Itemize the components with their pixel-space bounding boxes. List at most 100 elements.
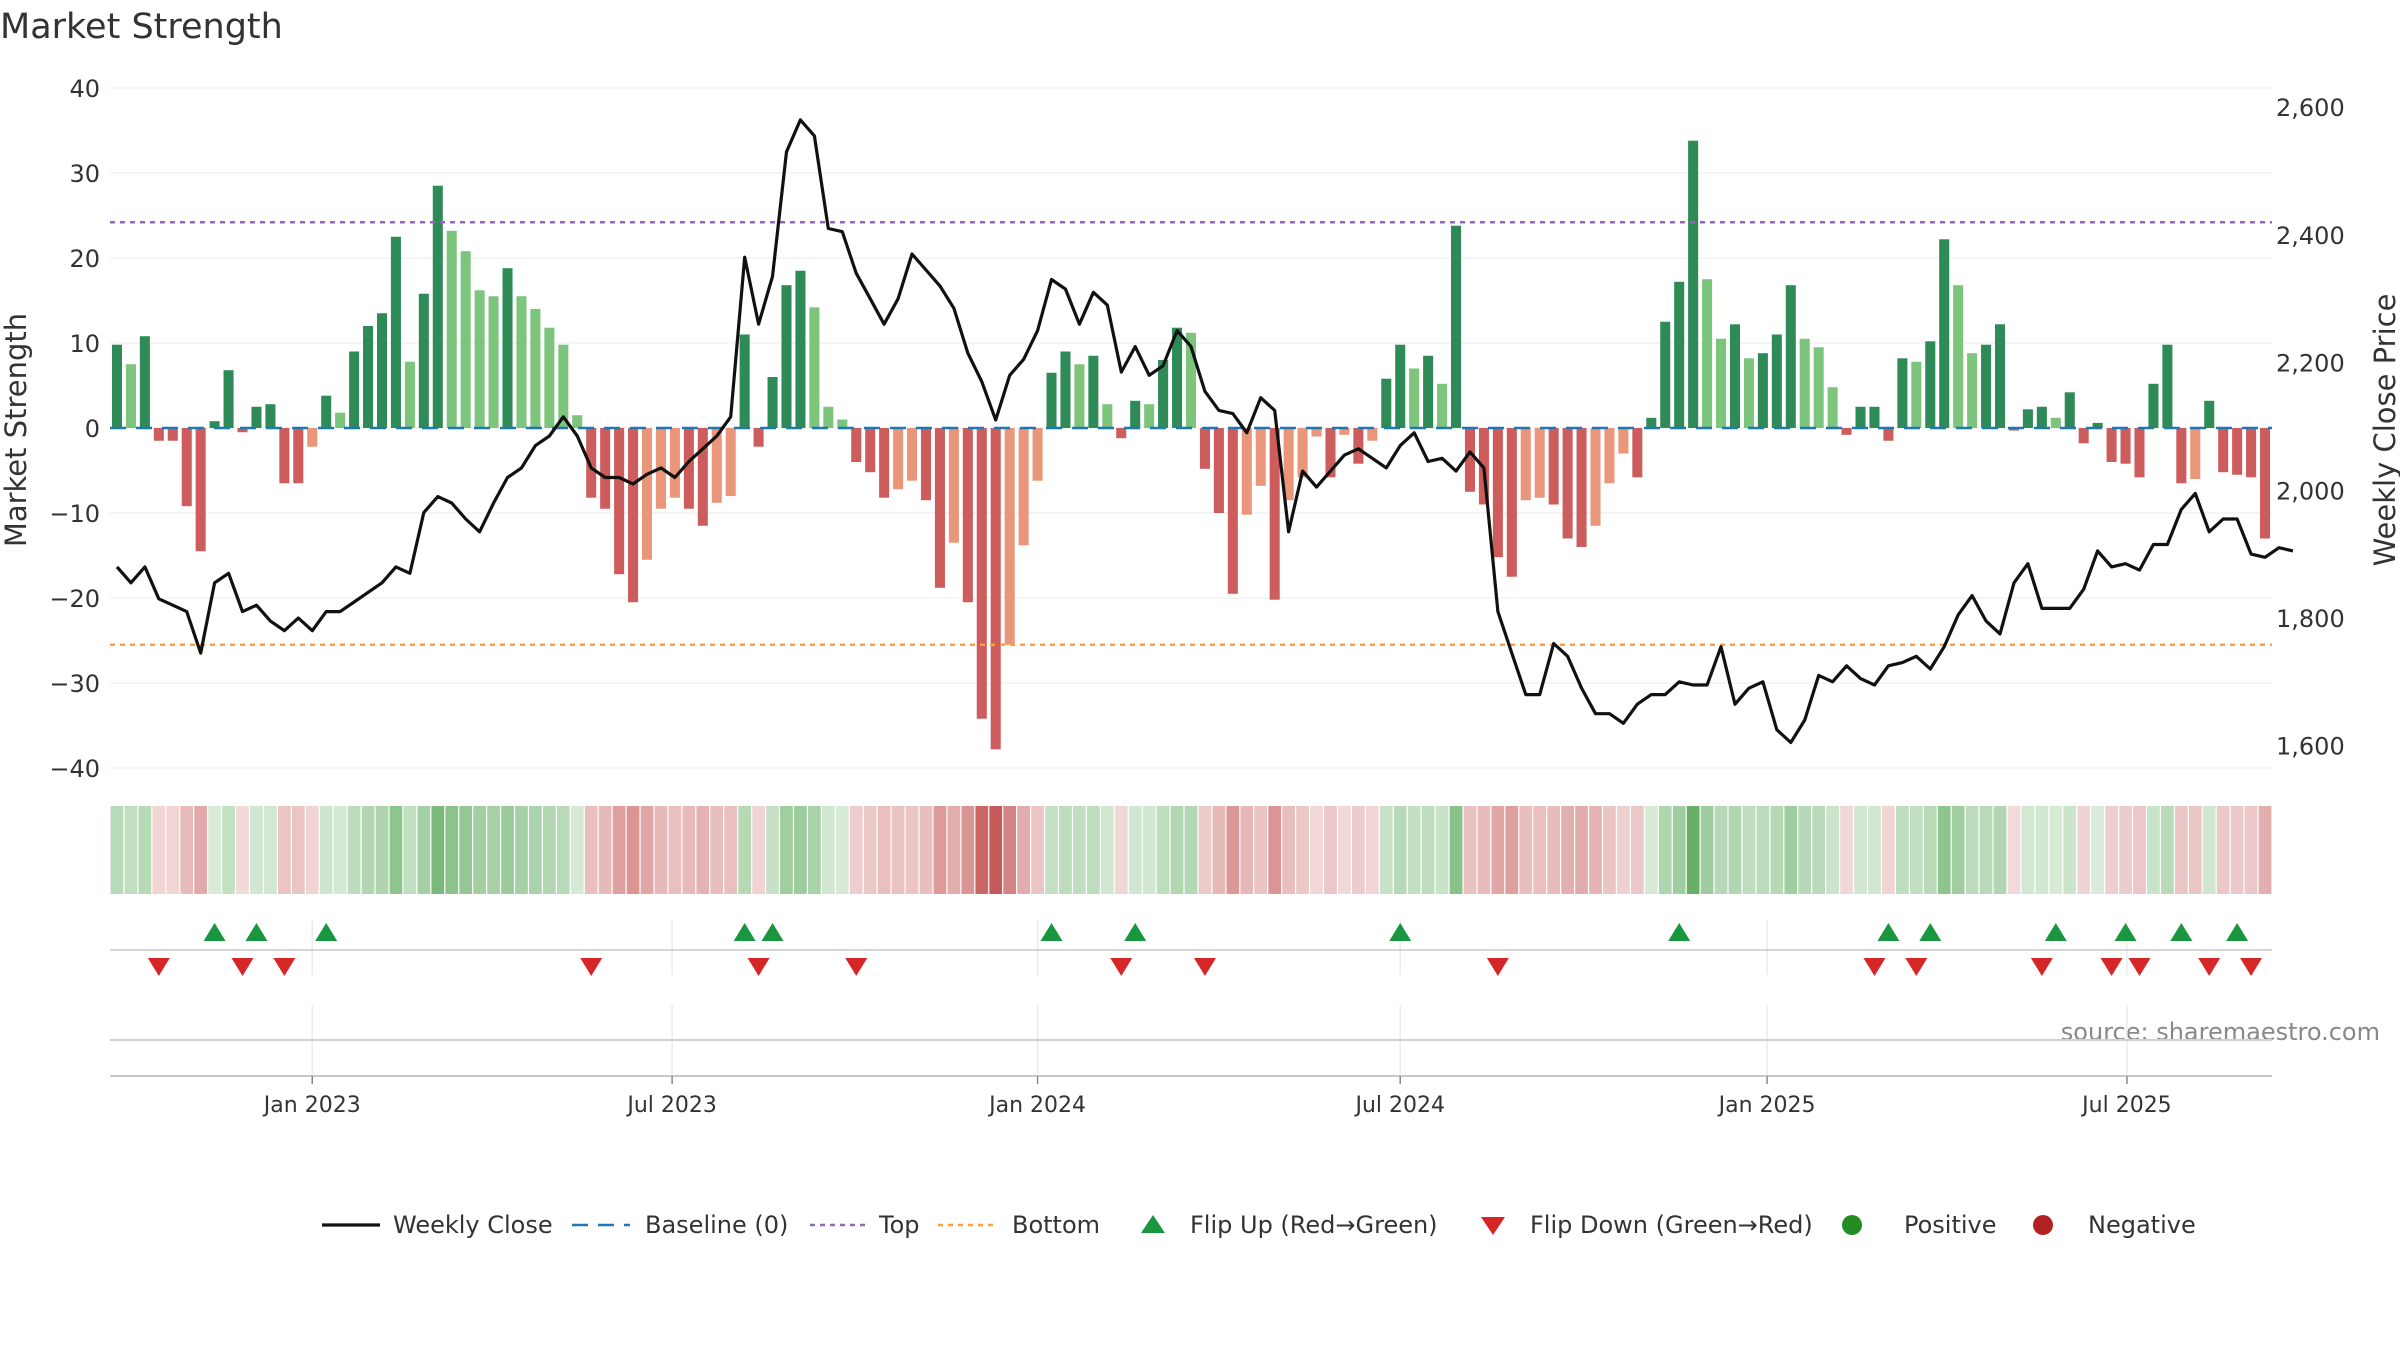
heat-cell [905,806,919,894]
heat-cell [1128,806,1142,894]
strength-bar [1869,406,1880,428]
strength-bar [837,419,848,428]
strength-bar [1102,404,1113,428]
strength-bar [1548,428,1559,505]
left-tick-label: 10 [69,330,100,358]
legend-label: Positive [1904,1211,1997,1239]
right-tick-label: 1,800 [2276,605,2345,633]
heat-cell [529,806,542,894]
strength-bar [948,428,959,543]
heat-cell [2216,806,2230,894]
heat-cell [1254,806,1268,894]
flip-up-marker [1877,923,1900,941]
heat-cell [1993,806,2007,894]
heat-cell [2230,806,2244,894]
heat-cell [752,806,765,894]
strength-bar [1618,428,1629,454]
strength-bar [432,185,443,428]
strength-bar [167,428,178,441]
heat-cell [766,806,779,894]
strength-bar [153,428,164,441]
strength-bar [962,428,973,603]
strength-bar [851,428,862,462]
heat-cell [361,806,375,894]
strength-bar [2078,428,2089,444]
left-tick-label: 40 [69,75,100,103]
strength-bar [753,428,764,447]
heat-cell [877,806,891,894]
strength-bar [669,428,680,498]
strength-bar [1158,360,1169,428]
strength-bar [1269,428,1280,600]
heat-cell [152,806,166,894]
heat-cell [1170,806,1184,894]
heat-cell [1240,806,1254,894]
strength-bar [2176,428,2187,484]
strength-bar [111,344,122,428]
flip-up-marker [2114,923,2137,941]
heat-cell [556,806,570,894]
strength-bar [795,270,806,428]
heat-cell [1868,806,1881,894]
heat-cell [431,806,445,894]
heat-cell [1575,806,1588,894]
chart-title: Market Strength [0,7,283,47]
strength-bar [139,336,150,428]
flip-down-marker [1905,958,1928,976]
heat-cell [835,806,849,894]
legend-label: Baseline (0) [645,1211,788,1239]
date-tick-label: Jan 2024 [987,1093,1086,1118]
flip-down-marker [580,958,603,976]
right-tick-label: 2,000 [2276,477,2345,505]
heat-cell [1296,806,1309,894]
strength-bar [251,406,262,428]
strength-bar [1311,428,1322,437]
heat-cell [2077,806,2091,894]
heat-cell [1365,806,1379,894]
flip-down-marker [1193,958,1216,976]
strength-bar [1799,338,1810,428]
heat-cell [1324,806,1337,894]
strength-bar [907,428,918,481]
strength-bar [2134,428,2145,478]
strength-bar [2148,383,2159,428]
flip-up-marker [2044,923,2067,941]
heat-cell [1770,806,1784,894]
strength-bar [1925,341,1936,428]
heat-cell [2174,806,2188,894]
strength-bar [641,428,653,560]
strength-bar [2050,417,2061,428]
heat-cell [1784,806,1798,894]
heat-cell [138,806,152,894]
heat-cell [2202,806,2216,894]
heat-cell [194,806,208,894]
strength-bar [1590,428,1601,526]
heat-cell [2147,806,2160,894]
heat-cell [515,806,528,894]
flip-up-marker [2226,923,2249,941]
heat-cell [1547,806,1561,894]
heat-cell [2119,806,2132,894]
heat-cell [445,806,459,894]
heat-cell [333,806,347,894]
flip-up-marker [1919,923,1942,941]
heat-cell [891,806,905,894]
strength-bar [502,268,513,428]
heat-cell [1198,806,1212,894]
heat-cell [2161,806,2174,894]
heat-cell [1965,806,1979,894]
left-tick-label: −10 [49,500,100,528]
heat-cell [2021,806,2035,894]
strength-bar [1841,428,1852,435]
heat-cell [570,806,584,894]
heat-cell [1686,806,1700,894]
lower-panel [110,1039,2272,1077]
axis-ticks: 40 30 20 10 0 −10 −20 −30 −40 2,600 2,400 2,200 2,00… [49,75,2344,1118]
strength-bar [586,428,597,498]
heat-cell [1909,806,1923,894]
strength-bar [223,370,234,428]
strength-bar [1646,417,1657,428]
strength-bar [1911,361,1922,428]
heat-cell [710,806,724,894]
